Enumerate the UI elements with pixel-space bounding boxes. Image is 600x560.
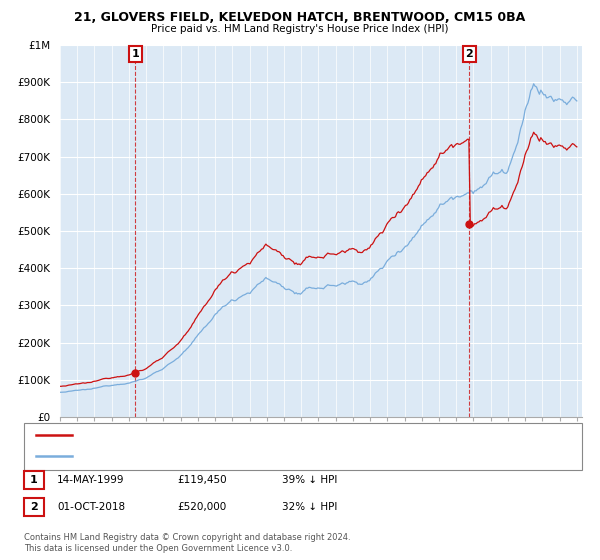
Text: 14-MAY-1999: 14-MAY-1999 <box>57 475 125 485</box>
Text: 2: 2 <box>465 49 473 59</box>
Text: Contains HM Land Registry data © Crown copyright and database right 2024.
This d: Contains HM Land Registry data © Crown c… <box>24 533 350 553</box>
Text: 21, GLOVERS FIELD, KELVEDON HATCH, BRENTWOOD, CM15 0BA (detached house): 21, GLOVERS FIELD, KELVEDON HATCH, BRENT… <box>78 430 485 440</box>
Text: 01-OCT-2018: 01-OCT-2018 <box>57 502 125 512</box>
Text: HPI: Average price, detached house, Brentwood: HPI: Average price, detached house, Bren… <box>78 451 311 461</box>
Text: £119,450: £119,450 <box>177 475 227 485</box>
Text: 21, GLOVERS FIELD, KELVEDON HATCH, BRENTWOOD, CM15 0BA: 21, GLOVERS FIELD, KELVEDON HATCH, BRENT… <box>74 11 526 24</box>
Text: 32% ↓ HPI: 32% ↓ HPI <box>282 502 337 512</box>
Text: 1: 1 <box>30 475 38 485</box>
Text: 2: 2 <box>30 502 38 512</box>
Text: Price paid vs. HM Land Registry's House Price Index (HPI): Price paid vs. HM Land Registry's House … <box>151 24 449 34</box>
Text: £520,000: £520,000 <box>177 502 226 512</box>
Text: 1: 1 <box>131 49 139 59</box>
Text: 39% ↓ HPI: 39% ↓ HPI <box>282 475 337 485</box>
